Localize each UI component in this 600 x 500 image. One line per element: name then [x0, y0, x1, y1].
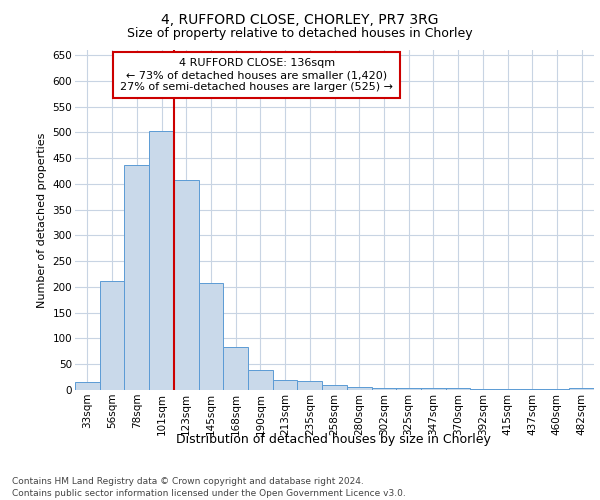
Y-axis label: Number of detached properties: Number of detached properties	[37, 132, 47, 308]
Text: Size of property relative to detached houses in Chorley: Size of property relative to detached ho…	[127, 28, 473, 40]
Bar	[273, 380, 298, 390]
Bar	[100, 281, 124, 390]
Bar	[298, 380, 322, 390]
Bar	[421, 388, 446, 390]
Text: Contains public sector information licensed under the Open Government Licence v3: Contains public sector information licen…	[12, 489, 406, 498]
Bar	[248, 370, 273, 390]
Text: 4 RUFFORD CLOSE: 136sqm
← 73% of detached houses are smaller (1,420)
27% of semi: 4 RUFFORD CLOSE: 136sqm ← 73% of detache…	[120, 58, 393, 92]
Bar	[223, 346, 248, 390]
Bar	[446, 388, 470, 390]
Bar	[149, 132, 174, 390]
Bar	[75, 382, 100, 390]
Text: 4, RUFFORD CLOSE, CHORLEY, PR7 3RG: 4, RUFFORD CLOSE, CHORLEY, PR7 3RG	[161, 12, 439, 26]
Bar	[322, 385, 347, 390]
Bar	[396, 388, 421, 390]
Bar	[347, 387, 371, 390]
Bar	[124, 166, 149, 390]
Text: Distribution of detached houses by size in Chorley: Distribution of detached houses by size …	[176, 432, 490, 446]
Bar	[174, 180, 199, 390]
Bar	[569, 388, 594, 390]
Bar	[371, 388, 396, 390]
Bar	[199, 284, 223, 390]
Text: Contains HM Land Registry data © Crown copyright and database right 2024.: Contains HM Land Registry data © Crown c…	[12, 478, 364, 486]
